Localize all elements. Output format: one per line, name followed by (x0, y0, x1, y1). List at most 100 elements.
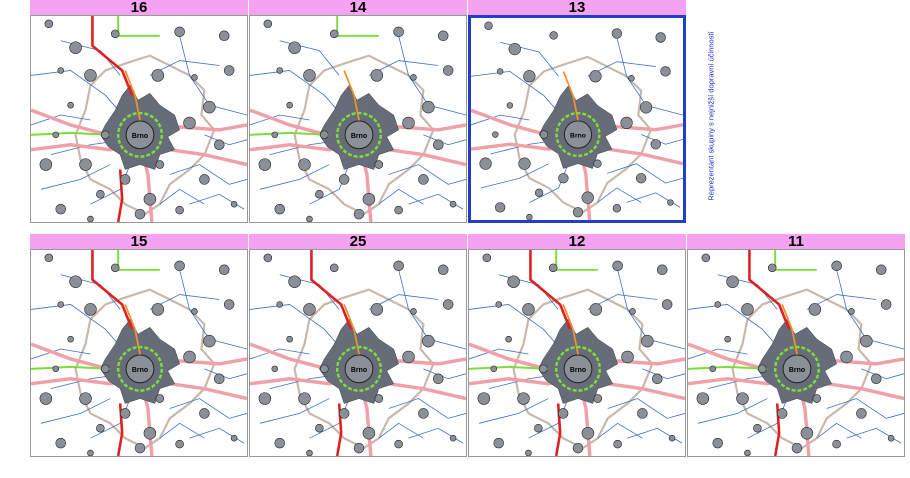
minor-road (423, 368, 466, 380)
settlement-node (479, 157, 492, 170)
settlement-node (67, 101, 74, 109)
settlement-node (433, 373, 444, 384)
minor-road (378, 188, 424, 205)
ring-road (116, 345, 164, 392)
settlement-node (263, 253, 273, 263)
center-city-node (344, 354, 374, 384)
minor-road (480, 163, 549, 189)
settlement-node (506, 102, 514, 109)
settlement-node (668, 434, 676, 442)
minor-road (747, 398, 788, 439)
minor-road (688, 348, 748, 360)
settlement-node (55, 437, 66, 449)
settlement-node (286, 335, 293, 343)
map-panel[interactable]: 16 Brno (30, 0, 248, 223)
settlement-node (484, 21, 493, 30)
panel-map: Brno (249, 15, 467, 223)
road-map: Brno (31, 250, 247, 456)
map-panel-highlighted[interactable]: 13 Brno (468, 0, 686, 223)
route-green (336, 16, 379, 37)
minor-road (641, 134, 683, 145)
ring-road (773, 345, 821, 392)
settlement-node (143, 426, 157, 440)
settlement-node (191, 74, 198, 81)
settlement-node (271, 131, 279, 139)
settlement-node (518, 157, 531, 170)
settlement-node (370, 69, 384, 82)
settlement-node (96, 190, 105, 199)
map-panel[interactable]: 15 Brno (30, 234, 248, 457)
settlement-node (712, 437, 723, 449)
settlement-node (306, 215, 313, 222)
settlement-node (661, 299, 673, 310)
minor-road (836, 269, 904, 350)
settlement-node (84, 303, 97, 316)
minor-road (204, 368, 247, 380)
settlement-node (507, 275, 520, 288)
settlement-node (223, 299, 235, 310)
settlement-node (437, 30, 449, 42)
settlement-node (641, 334, 654, 348)
minor-road (90, 164, 131, 205)
center-city-node (125, 120, 155, 150)
center-city-node (344, 120, 374, 150)
minor-road (398, 35, 466, 116)
map-panel[interactable]: 14 Brno (249, 0, 467, 223)
settlement-node (353, 208, 365, 220)
minor-road (616, 37, 683, 116)
settlement-node (175, 205, 184, 215)
settlement-node (477, 392, 491, 405)
settlement-node (203, 334, 216, 348)
settlement-node (44, 19, 54, 29)
route-red (310, 250, 353, 330)
settlement-node (79, 158, 92, 171)
settlement-node (298, 158, 311, 171)
settlement-node (612, 204, 622, 213)
settlement-node (338, 408, 350, 419)
settlement-node (274, 203, 285, 215)
minor-road (471, 114, 530, 126)
settlement-node (709, 365, 717, 373)
minor-road (529, 163, 569, 203)
minor-road (259, 398, 330, 424)
settlement-node (526, 213, 533, 220)
settlement-node (495, 301, 502, 308)
panel-map: Brno (468, 249, 686, 457)
settlement-node (175, 439, 184, 449)
settlement-node (714, 301, 721, 308)
minor-road (31, 348, 91, 360)
center-city-node (563, 354, 593, 384)
settlement-node (492, 131, 499, 138)
settlement-node (329, 29, 339, 39)
map-panel[interactable]: 12 Brno (468, 234, 686, 457)
settlement-node (848, 308, 855, 315)
map-panel[interactable]: 25 Brno (249, 234, 467, 457)
minor-road (169, 164, 247, 185)
settlement-node (274, 437, 285, 449)
settlement-node (832, 439, 841, 449)
settlement-node (449, 200, 457, 208)
settlement-node (96, 424, 105, 433)
road-map: Brno (469, 250, 685, 456)
minor-road (528, 398, 569, 439)
road-map: Brno (31, 16, 247, 222)
center-city-label: Brno (570, 132, 586, 139)
center-city-label: Brno (132, 367, 148, 374)
settlement-node (523, 70, 536, 83)
settlement-node (183, 350, 196, 364)
settlement-node (581, 426, 595, 440)
map-panel[interactable]: 11 Brno (687, 234, 905, 457)
settlement-node (218, 30, 230, 42)
settlement-node (394, 205, 403, 215)
settlement-node (174, 260, 185, 272)
settlement-node (263, 19, 273, 29)
settlement-node (393, 260, 404, 272)
settlement-node (589, 70, 602, 83)
settlement-node (110, 263, 120, 273)
settlement-node (442, 65, 454, 76)
settlement-node (286, 101, 293, 109)
settlement-node (724, 335, 731, 343)
settlement-node (442, 299, 454, 310)
settlement-node (505, 335, 512, 343)
settlement-node (433, 139, 444, 150)
